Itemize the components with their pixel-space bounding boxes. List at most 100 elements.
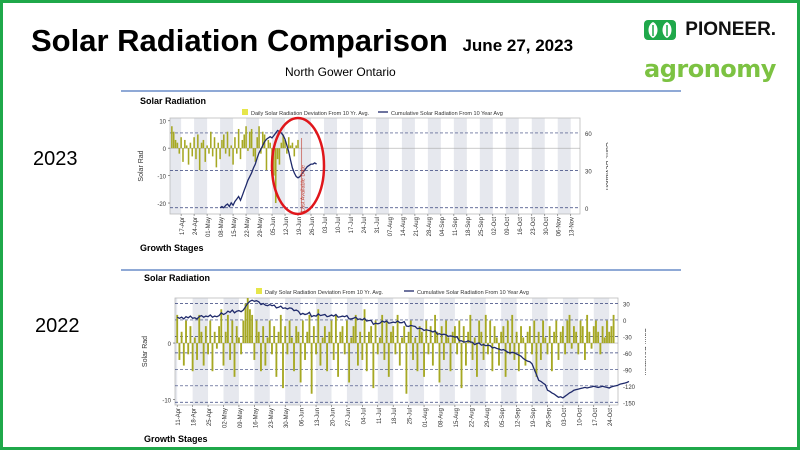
bar — [332, 343, 335, 360]
x-tick-label: 24-Jul — [362, 217, 368, 233]
x-tick-label: 09-Oct — [505, 217, 511, 235]
x-tick-label: 10-Jul — [336, 217, 342, 233]
annotation-text: Last Available Date — [301, 165, 307, 212]
x-tick-label: 11-Jul — [377, 408, 383, 424]
bar — [231, 320, 234, 344]
bar — [237, 128, 240, 149]
week-band — [593, 298, 610, 405]
bar — [524, 343, 527, 366]
bar — [493, 326, 496, 344]
bar — [478, 320, 481, 344]
cumulative-line — [219, 129, 317, 209]
x-tick-label: 24-Apr — [193, 217, 199, 235]
bar — [232, 148, 234, 165]
bar — [198, 148, 201, 171]
left-axis-title: Solar Rad — [138, 150, 145, 181]
bar — [575, 331, 578, 344]
bar — [196, 343, 198, 360]
bar — [451, 331, 454, 344]
week-band — [349, 118, 363, 214]
bar — [189, 326, 192, 344]
bar — [445, 320, 448, 344]
chart-2022: 30 0 -30 -60 -90 -120 -150 0 -10 11-Apr 18-Apr 25-A… — [142, 288, 646, 428]
cumulative-line — [176, 299, 630, 399]
bar — [535, 343, 538, 377]
bar — [376, 343, 379, 355]
x-tick-label: 20-Jun — [330, 408, 336, 426]
bar — [236, 148, 238, 154]
bar — [416, 343, 419, 372]
x-tick-label: 18-Jul — [392, 408, 398, 424]
bar — [570, 343, 573, 349]
x-tick-label: 10-Oct — [577, 408, 583, 426]
bar — [258, 126, 260, 149]
bar — [374, 320, 377, 344]
bar — [178, 148, 181, 154]
bar — [403, 326, 406, 344]
bar — [280, 142, 283, 149]
x-tick-label: 05-Jun — [271, 217, 277, 235]
title-date: June 27, 2023 — [462, 36, 574, 55]
right-tick-label: 0 — [585, 207, 589, 213]
middle-divider — [121, 269, 681, 271]
bar — [350, 337, 353, 344]
bar — [261, 131, 264, 149]
x-tick-label: 31-Jul — [375, 217, 381, 233]
week-band — [557, 118, 571, 214]
bar — [498, 343, 500, 366]
x-tick-label: 14-Aug — [401, 217, 407, 236]
bar — [180, 137, 182, 149]
bar — [254, 148, 257, 162]
bar — [528, 326, 531, 344]
left-axis-title: Solar Rad — [142, 336, 149, 367]
week-band — [532, 298, 548, 405]
x-tick-label: 08-May — [219, 217, 225, 237]
bar — [217, 142, 220, 149]
right-tick-label: 60 — [585, 132, 592, 138]
bar — [337, 343, 340, 377]
bar — [429, 326, 432, 344]
right-tick-label: -150 — [623, 401, 636, 407]
bar — [348, 343, 351, 383]
bar — [202, 343, 205, 366]
bar — [306, 331, 309, 344]
bar — [223, 134, 225, 149]
pioneer-brand: PIONEER. — [643, 19, 776, 41]
bar — [482, 343, 485, 360]
bar — [460, 343, 463, 389]
bar — [363, 309, 366, 344]
bar — [195, 148, 197, 160]
bar — [264, 343, 267, 366]
x-tick-label: 16-May — [253, 408, 259, 428]
bar — [191, 343, 194, 372]
bar — [526, 331, 529, 344]
bar — [299, 343, 302, 383]
bar — [182, 148, 184, 162]
bar — [343, 343, 346, 355]
bar — [522, 337, 525, 344]
x-tick-label: 08-Aug — [438, 408, 444, 427]
chart-2022-growth-stages: Growth Stages — [144, 434, 208, 444]
year-label-2023: 2023 — [33, 148, 78, 170]
bar — [267, 139, 270, 149]
chart-2022-title: Solar Radiation — [144, 273, 211, 283]
bar — [187, 148, 190, 165]
bar — [182, 343, 185, 366]
bar — [210, 131, 212, 149]
bar — [187, 343, 190, 355]
x-tick-label: 26-Jun — [310, 217, 316, 235]
bar — [603, 337, 606, 344]
left-tick-label: -20 — [157, 202, 166, 208]
week-band — [505, 118, 519, 214]
bar — [185, 145, 188, 149]
bar — [612, 314, 615, 344]
bar — [237, 337, 240, 344]
bar — [291, 142, 294, 149]
bar — [544, 337, 547, 344]
title-text: Solar Radiation Comparison — [31, 23, 448, 58]
agronomy-wordmark: agronomy — [644, 55, 776, 83]
bar — [449, 343, 452, 372]
bar — [278, 148, 281, 165]
right-tick-label: -90 — [623, 368, 632, 374]
